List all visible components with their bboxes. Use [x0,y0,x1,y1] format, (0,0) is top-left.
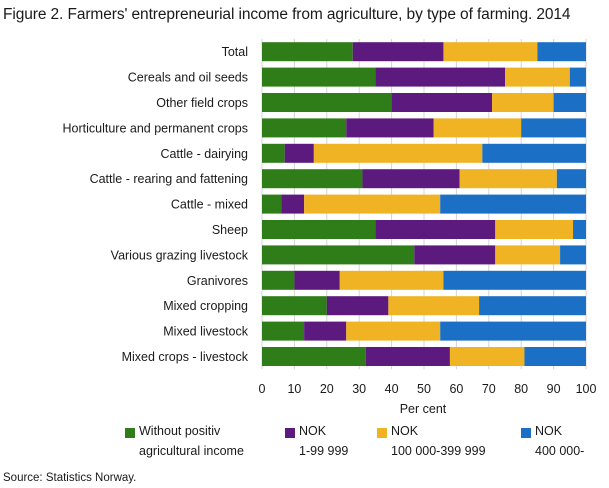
bar-segment [284,143,314,163]
legend-label: NOK [535,424,563,438]
x-tick-label: 10 [287,382,301,396]
bar-segment [414,245,496,265]
category-label: Mixed cropping [163,299,248,313]
bar-segment [440,321,586,341]
bar-segment [304,194,441,214]
bar-segment [262,93,392,112]
x-tick-label: 60 [449,382,463,396]
bar-segment [262,270,295,290]
legend-label: 100 000-399 999 [391,444,486,458]
x-tick-label: 20 [320,382,334,396]
bar-segment [262,321,305,341]
bar-segment [553,93,586,112]
legend-label: 400 000- [535,444,585,458]
category-label: Mixed livestock [163,325,248,339]
bar-segment [459,169,557,189]
category-labels: Total Cereals and oil seeds Other field cr… [62,45,248,364]
bar-segment [326,296,389,316]
category-label: Cattle - mixed [171,198,248,212]
legend-label: 1-99 999 [299,444,349,458]
bar-segment [262,143,285,163]
x-tick-label: 30 [352,382,366,396]
x-tick-label: 50 [417,382,431,396]
legend-label: Without positiv [139,424,221,438]
category-label: Cattle - rearing and fattening [90,172,248,186]
x-tick-labels: 0 10 20 30 40 50 60 70 80 90 100 [259,382,597,396]
bar-segment [537,42,586,62]
bar-segment [505,67,570,87]
bar-segment [495,220,574,239]
category-label: Granivores [187,274,248,288]
category-label: Cattle - dairying [160,147,248,161]
bar-segment [524,347,586,366]
legend-swatch [521,428,531,438]
x-tick-label: 80 [514,382,528,396]
bar-segment [362,169,460,189]
legend-label: agricultural income [139,444,244,458]
legend-swatch [285,428,295,438]
bar-segment [262,67,376,87]
bar-segment [294,270,340,290]
legend-swatch [377,428,387,438]
bar-segment [433,118,522,138]
bar-segment [262,169,363,189]
legend-swatch [125,428,135,438]
bar-segment [262,296,327,316]
bar-segment [521,118,586,138]
bar-segment [443,42,538,62]
bar-segment [262,220,376,239]
bar-segment [479,296,586,316]
x-tick-label: 40 [385,382,399,396]
bar-segment [495,245,561,265]
bar-segment [443,270,586,290]
bar-segment [482,143,586,163]
bar-segment [388,296,480,316]
category-label: Cereals and oil seeds [128,71,248,85]
category-label: Other field crops [156,96,248,110]
category-label: Sheep [212,223,248,237]
category-label: Total [222,45,248,59]
category-label: Various grazing livestock [111,248,249,262]
bar-segment [346,321,441,341]
category-label: Horticulture and permanent crops [62,121,248,135]
bar-segment [560,245,586,265]
x-tick-label: 70 [482,382,496,396]
x-axis-label: Per cent [400,402,447,416]
bar-segment [365,347,450,366]
bars [262,42,586,366]
bar-segment [440,194,586,214]
bar-segment [262,245,415,265]
bar-segment [391,93,493,112]
bar-segment [262,347,366,366]
bar-segment [304,321,347,341]
bar-segment [262,118,347,138]
bar-segment [281,194,305,214]
bar-segment [569,67,586,87]
legend-label: NOK [391,424,419,438]
category-label: Mixed crops - livestock [122,350,249,364]
chart-title: Figure 2. Farmers' entrepreneurial incom… [3,6,571,23]
x-tick-label: 90 [547,382,561,396]
bar-segment [339,270,444,290]
bar-segment [556,169,586,189]
bar-segment [346,118,434,138]
bar-segment [313,143,483,163]
bar-segment [375,220,496,239]
bar-segment [352,42,444,62]
bar-segment [573,220,586,239]
bar-segment [262,42,353,62]
bar-segment [492,93,554,112]
x-tick-label: 100 [576,382,597,396]
legend-label: NOK [299,424,327,438]
bar-segment [262,194,282,214]
source-note: Source: Statistics Norway. [3,472,137,484]
bar-segment [449,347,525,366]
x-tick-label: 0 [259,382,266,396]
bar-segment [375,67,505,87]
